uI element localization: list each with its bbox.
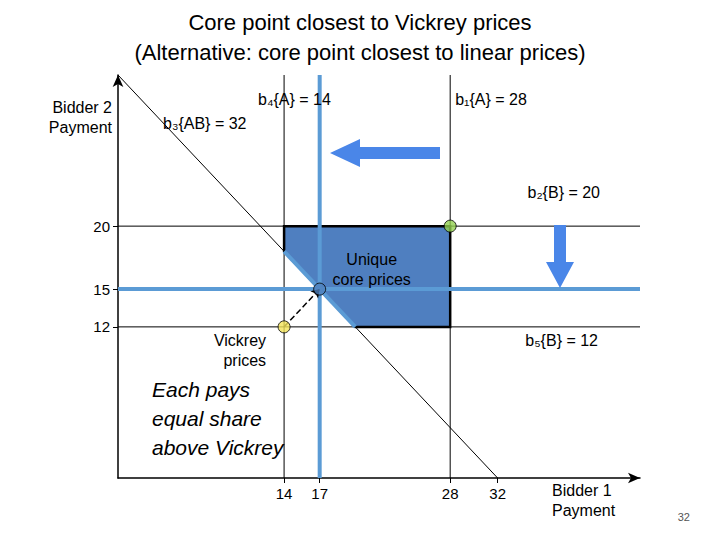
svg-text:(Alternative: core point close: (Alternative: core point closest to line… [134,40,585,65]
svg-text:Vickrey: Vickrey [214,332,266,349]
svg-text:Unique: Unique [346,251,397,268]
svg-text:Bidder 1: Bidder 1 [552,482,612,499]
svg-text:prices: prices [223,352,266,369]
svg-text:Core point closest to Vickrey: Core point closest to Vickrey prices [188,10,531,35]
svg-text:above Vickrey: above Vickrey [152,436,285,459]
svg-text:14: 14 [276,485,293,502]
svg-text:20: 20 [93,218,110,235]
svg-text:core prices: core prices [333,271,411,288]
svg-text:b₁{A} = 28: b₁{A} = 28 [455,91,527,108]
svg-text:Payment: Payment [49,119,113,136]
svg-text:32: 32 [678,511,690,523]
svg-text:Payment: Payment [552,502,616,519]
svg-text:Bidder 2: Bidder 2 [52,99,112,116]
svg-text:equal share: equal share [152,407,262,430]
svg-text:Each pays: Each pays [152,378,251,401]
svg-text:b₃{AB} = 32: b₃{AB} = 32 [163,115,247,132]
svg-text:b₄{A} = 14: b₄{A} = 14 [258,91,331,108]
svg-text:12: 12 [93,318,110,335]
svg-text:b₅{B} = 12: b₅{B} = 12 [525,332,598,349]
svg-text:17: 17 [311,485,328,502]
svg-text:b₂{B} = 20: b₂{B} = 20 [528,184,601,201]
svg-text:15: 15 [93,281,110,298]
svg-text:28: 28 [442,485,459,502]
svg-text:32: 32 [489,485,506,502]
